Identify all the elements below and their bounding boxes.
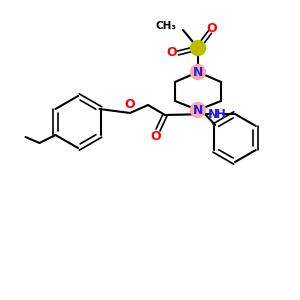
Text: O: O bbox=[151, 130, 161, 142]
Text: N: N bbox=[208, 107, 218, 121]
Text: S: S bbox=[194, 41, 202, 55]
Text: O: O bbox=[207, 22, 217, 34]
Text: H: H bbox=[216, 107, 226, 121]
Text: O: O bbox=[167, 46, 177, 59]
Text: N: N bbox=[193, 103, 203, 116]
Circle shape bbox=[190, 103, 206, 118]
Text: O: O bbox=[125, 98, 135, 112]
Circle shape bbox=[190, 64, 206, 80]
Text: CH₃: CH₃ bbox=[156, 21, 177, 31]
Circle shape bbox=[190, 40, 206, 56]
Text: N: N bbox=[193, 65, 203, 79]
